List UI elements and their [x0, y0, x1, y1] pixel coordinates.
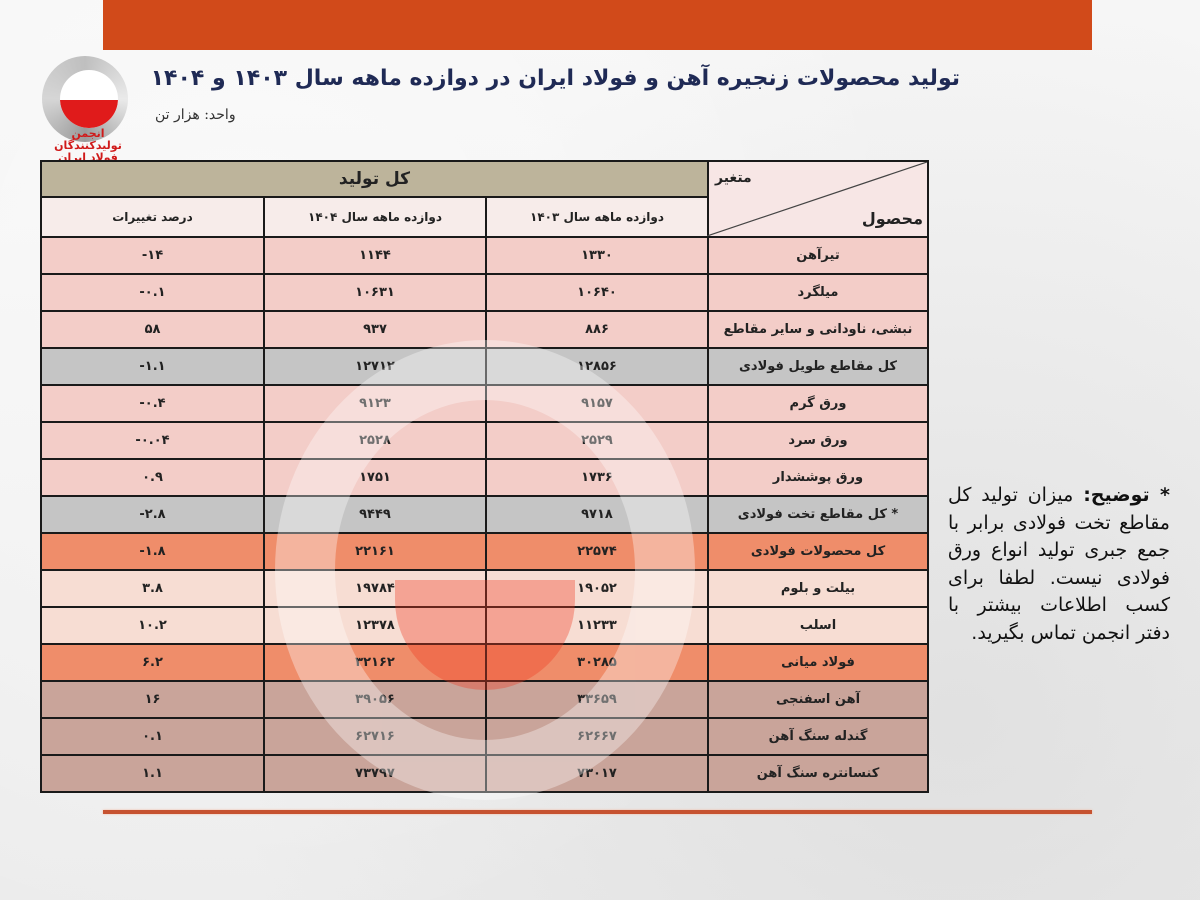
product-cell: آهن اسفنجی	[707, 680, 929, 719]
table-row: بیلت و بلوم ۱۹۰۵۲ ۱۹۷۸۴ ۳.۸	[40, 569, 929, 608]
change-percent-cell: -۰.۱	[40, 273, 265, 312]
value-1404-cell: ۳۲۱۶۲	[263, 643, 487, 682]
product-cell: فولاد میانی	[707, 643, 929, 682]
change-percent-cell: -۰.۴	[40, 384, 265, 423]
change-percent-cell: ۰.۹	[40, 458, 265, 497]
change-percent-cell: -۱.۱	[40, 347, 265, 386]
top-accent-band	[103, 0, 1092, 50]
change-percent-cell: ۱.۱	[40, 754, 265, 793]
change-percent-cell: ۶.۲	[40, 643, 265, 682]
column-header-1404: دوازده ماهه سال ۱۴۰۴	[263, 196, 487, 238]
value-1404-cell: ۹۳۷	[263, 310, 487, 349]
corner-variable-label: متغیر	[715, 170, 752, 186]
change-percent-cell: ۳.۸	[40, 569, 265, 608]
value-1403-cell: ۷۳۰۱۷	[485, 754, 709, 793]
product-cell: ورق سرد	[707, 421, 929, 460]
unit-label: واحد: هزار تن	[155, 107, 236, 123]
value-1403-cell: ۱۷۳۶	[485, 458, 709, 497]
product-cell: اسلب	[707, 606, 929, 645]
value-1403-cell: ۹۷۱۸	[485, 495, 709, 534]
value-1403-cell: ۱۱۲۳۳	[485, 606, 709, 645]
value-1404-cell: ۱۷۵۱	[263, 458, 487, 497]
product-cell: نبشی، ناودانی و سایر مقاطع	[707, 310, 929, 349]
table-body: تیرآهن ۱۳۳۰ ۱۱۴۴ -۱۴ میلگرد ۱۰۶۴۰ ۱۰۶۳۱ -۰.۱ نبش…	[40, 236, 929, 793]
value-1403-cell: ۱۰۶۴۰	[485, 273, 709, 312]
value-1404-cell: ۷۳۷۹۷	[263, 754, 487, 793]
value-1404-cell: ۹۱۲۳	[263, 384, 487, 423]
change-percent-cell: -۱۴	[40, 236, 265, 275]
product-cell: کل مقاطع طویل فولادی	[707, 347, 929, 386]
table-row: آهن اسفنجی ۳۳۶۵۹ ۳۹۰۵۶ ۱۶	[40, 680, 929, 719]
change-percent-cell: -۱.۸	[40, 532, 265, 571]
value-1403-cell: ۲۲۵۷۴	[485, 532, 709, 571]
column-header-change-percent: درصد تغییرات	[40, 196, 265, 238]
change-percent-cell: ۱۶	[40, 680, 265, 719]
table-row: کل مقاطع طویل فولادی ۱۲۸۵۶ ۱۲۷۱۲ -۱.۱	[40, 347, 929, 386]
value-1403-cell: ۲۵۲۹	[485, 421, 709, 460]
table-row: کنسانتره سنگ آهن ۷۳۰۱۷ ۷۳۷۹۷ ۱.۱	[40, 754, 929, 793]
product-cell: بیلت و بلوم	[707, 569, 929, 608]
table-row: تیرآهن ۱۳۳۰ ۱۱۴۴ -۱۴	[40, 236, 929, 275]
table-row: اسلب ۱۱۲۳۳ ۱۲۳۷۸ ۱۰.۲	[40, 606, 929, 645]
production-table: متغیر محصول کل تولید دوازده ماهه سال ۱۴۰…	[40, 160, 929, 793]
table-row: ورق پوششدار ۱۷۳۶ ۱۷۵۱ ۰.۹	[40, 458, 929, 497]
value-1404-cell: ۶۲۷۱۶	[263, 717, 487, 756]
column-header-1403: دوازده ماهه سال ۱۴۰۳	[485, 196, 709, 238]
logo-text: انجمن تولیدکنندگان فولاد ایران	[54, 127, 122, 164]
value-1404-cell: ۱۱۴۴	[263, 236, 487, 275]
value-1403-cell: ۱۲۸۵۶	[485, 347, 709, 386]
association-logo: انجمن تولیدکنندگان فولاد ایران	[38, 56, 138, 164]
change-percent-cell: ۱۰.۲	[40, 606, 265, 645]
production-table-container: متغیر محصول کل تولید دوازده ماهه سال ۱۴۰…	[40, 160, 929, 805]
table-corner-header: متغیر محصول	[707, 160, 929, 238]
corner-product-label: محصول	[861, 209, 923, 228]
footnote-text: میزان تولید کل مقاطع تخت فولادی برابر با…	[948, 484, 1170, 644]
value-1404-cell: ۱۲۷۱۲	[263, 347, 487, 386]
bottom-accent-line	[103, 810, 1092, 814]
value-1403-cell: ۹۱۵۷	[485, 384, 709, 423]
table-row: * کل مقاطع تخت فولادی ۹۷۱۸ ۹۴۴۹ -۲.۸	[40, 495, 929, 534]
page-title: تولید محصولات زنجیره آهن و فولاد ایران د…	[150, 66, 960, 91]
value-1403-cell: ۱۳۳۰	[485, 236, 709, 275]
product-cell: کل محصولات فولادی	[707, 532, 929, 571]
product-cell: ورق پوششدار	[707, 458, 929, 497]
value-1403-cell: ۸۸۶	[485, 310, 709, 349]
product-cell: ورق گرم	[707, 384, 929, 423]
value-1404-cell: ۱۲۳۷۸	[263, 606, 487, 645]
product-cell: گندله سنگ آهن	[707, 717, 929, 756]
change-percent-cell: ۵۸	[40, 310, 265, 349]
product-cell: میلگرد	[707, 273, 929, 312]
change-percent-cell: -۲.۸	[40, 495, 265, 534]
value-1404-cell: ۳۹۰۵۶	[263, 680, 487, 719]
table-row: ورق سرد ۲۵۲۹ ۲۵۲۸ -۰.۰۴	[40, 421, 929, 460]
logo-ring-icon	[42, 56, 128, 142]
product-cell: تیرآهن	[707, 236, 929, 275]
table-row: نبشی، ناودانی و سایر مقاطع ۸۸۶ ۹۳۷ ۵۸	[40, 310, 929, 349]
value-1404-cell: ۲۲۱۶۱	[263, 532, 487, 571]
diagonal-divider-icon	[707, 162, 927, 236]
value-1404-cell: ۱۰۶۳۱	[263, 273, 487, 312]
footnote: * توضیح: میزان تولید کل مقاطع تخت فولادی…	[948, 482, 1170, 647]
footnote-label: * توضیح:	[1083, 484, 1170, 506]
value-1403-cell: ۳۳۶۵۹	[485, 680, 709, 719]
table-row: فولاد میانی ۳۰۲۸۵ ۳۲۱۶۲ ۶.۲	[40, 643, 929, 682]
group-header-total-production: کل تولید	[40, 160, 709, 198]
table-row: گندله سنگ آهن ۶۲۶۶۷ ۶۲۷۱۶ ۰.۱	[40, 717, 929, 756]
value-1403-cell: ۱۹۰۵۲	[485, 569, 709, 608]
value-1403-cell: ۶۲۶۶۷	[485, 717, 709, 756]
table-row: کل محصولات فولادی ۲۲۵۷۴ ۲۲۱۶۱ -۱.۸	[40, 532, 929, 571]
value-1404-cell: ۲۵۲۸	[263, 421, 487, 460]
product-cell: * کل مقاطع تخت فولادی	[707, 495, 929, 534]
table-row: میلگرد ۱۰۶۴۰ ۱۰۶۳۱ -۰.۱	[40, 273, 929, 312]
table-row: ورق گرم ۹۱۵۷ ۹۱۲۳ -۰.۴	[40, 384, 929, 423]
change-percent-cell: -۰.۰۴	[40, 421, 265, 460]
change-percent-cell: ۰.۱	[40, 717, 265, 756]
value-1404-cell: ۹۴۴۹	[263, 495, 487, 534]
value-1404-cell: ۱۹۷۸۴	[263, 569, 487, 608]
value-1403-cell: ۳۰۲۸۵	[485, 643, 709, 682]
product-cell: کنسانتره سنگ آهن	[707, 754, 929, 793]
